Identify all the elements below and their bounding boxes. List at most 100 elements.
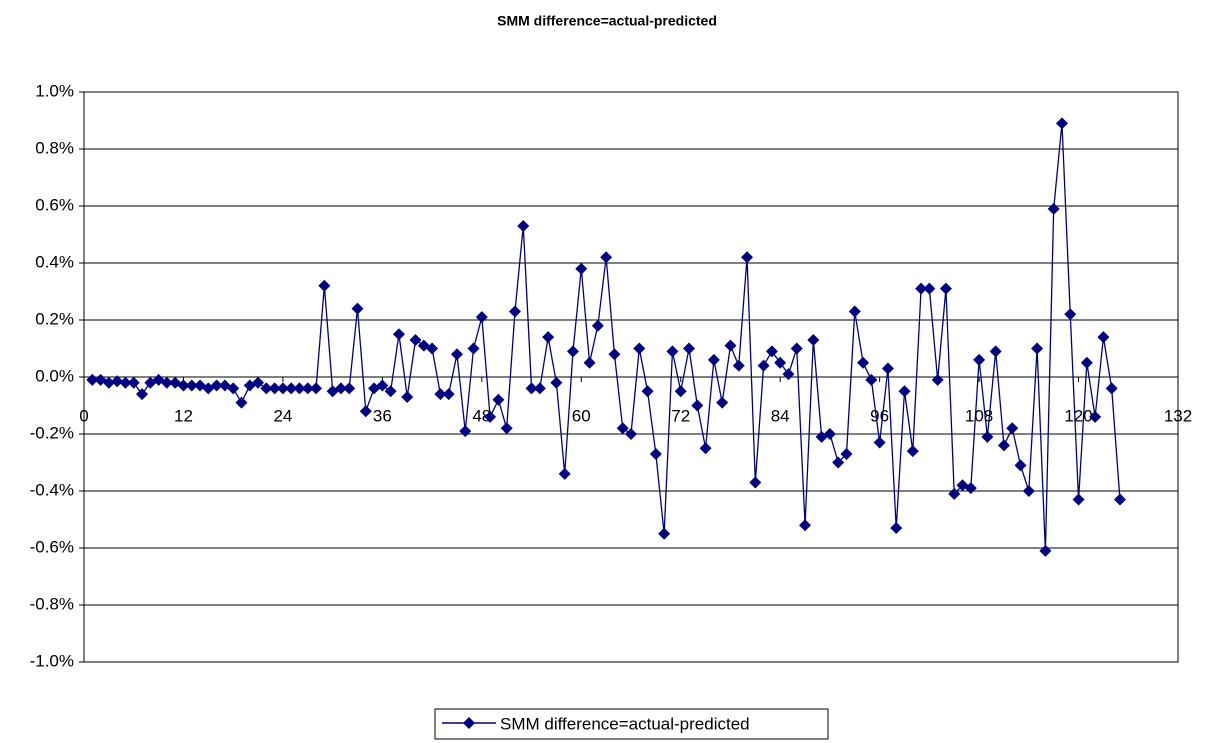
data-point — [898, 385, 911, 398]
x-tick-label: 84 — [771, 406, 790, 425]
data-point — [1022, 485, 1035, 497]
data-point — [285, 382, 298, 395]
legend-marker — [463, 717, 475, 729]
y-tick-label: 0.4% — [35, 252, 74, 271]
data-point — [633, 342, 646, 355]
data-point — [973, 353, 986, 366]
data-point — [533, 382, 546, 395]
x-tick-label: 132 — [1164, 406, 1192, 425]
y-tick-label: -0.8% — [30, 594, 74, 613]
data-point — [376, 379, 389, 392]
data-point — [442, 388, 455, 401]
data-point — [1039, 544, 1052, 557]
x-tick-label: 0 — [79, 406, 88, 425]
data-point — [600, 251, 613, 264]
data-point — [102, 376, 115, 389]
data-point — [359, 405, 372, 418]
data-point — [334, 382, 347, 395]
legend-label: SMM difference=actual-predicted — [500, 714, 750, 733]
data-point — [500, 422, 513, 435]
data-point — [823, 428, 836, 440]
data-point — [749, 476, 762, 489]
data-point — [492, 393, 505, 406]
data-point — [575, 262, 588, 275]
data-point — [890, 522, 903, 535]
data-point — [260, 382, 273, 395]
legend-box — [434, 708, 829, 740]
data-point — [683, 342, 696, 355]
data-point — [906, 445, 919, 458]
data-point — [484, 410, 497, 423]
data-point — [1014, 459, 1027, 472]
y-tick-label: 0.2% — [35, 309, 74, 328]
data-point — [923, 282, 936, 295]
data-point — [86, 373, 99, 386]
data-point — [964, 482, 977, 495]
y-tick-label: -0.2% — [30, 423, 74, 442]
data-point — [857, 356, 870, 369]
data-point — [1080, 356, 1093, 369]
data-point — [508, 305, 521, 318]
data-point — [625, 428, 637, 440]
data-point — [807, 333, 820, 346]
x-tick-label: 24 — [273, 406, 292, 425]
data-point — [840, 447, 853, 460]
data-point — [268, 382, 281, 395]
y-tick-label: 0.8% — [35, 138, 74, 157]
data-point — [989, 345, 1002, 358]
data-point — [525, 382, 538, 395]
data-point — [310, 382, 323, 395]
data-point — [832, 456, 845, 469]
data-point — [542, 331, 555, 344]
data-point — [252, 376, 265, 389]
data-point — [210, 379, 223, 392]
y-tick-label: -1.0% — [30, 651, 74, 670]
data-point — [127, 376, 140, 389]
data-point — [450, 348, 463, 361]
data-point — [649, 447, 662, 460]
y-tick-label: -0.4% — [30, 480, 74, 499]
data-point — [566, 345, 579, 358]
data-point — [434, 388, 447, 401]
data-point — [981, 430, 994, 443]
data-point — [873, 436, 886, 449]
data-point — [235, 396, 248, 409]
data-point — [1113, 493, 1126, 506]
chart-title: SMM difference=actual-predicted — [497, 13, 717, 29]
data-point — [351, 302, 364, 315]
data-point — [517, 219, 530, 232]
data-point — [1064, 308, 1077, 321]
data-point — [1031, 342, 1044, 355]
data-point — [1055, 117, 1068, 130]
data-point — [716, 396, 729, 409]
data-point — [641, 385, 654, 398]
x-tick-label: 12 — [174, 406, 193, 425]
data-point — [558, 467, 571, 480]
data-point — [790, 342, 803, 355]
data-point — [774, 356, 787, 369]
y-tick-label: 1.0% — [35, 81, 74, 100]
data-point — [948, 487, 961, 500]
data-point — [865, 373, 878, 386]
data-point — [724, 339, 737, 352]
data-point — [550, 376, 563, 389]
data-point — [931, 373, 944, 386]
x-tick-label: 48 — [472, 406, 491, 425]
data-point — [301, 382, 314, 395]
y-tick-label: 0.0% — [35, 366, 74, 385]
data-point — [881, 362, 894, 375]
data-point — [765, 345, 778, 358]
data-point — [426, 342, 439, 355]
x-tick-label: 96 — [870, 406, 889, 425]
data-point — [227, 382, 240, 395]
data-point — [699, 442, 712, 455]
x-tick-label: 36 — [373, 406, 392, 425]
data-point — [608, 348, 621, 361]
data-point — [616, 422, 629, 435]
data-point — [160, 376, 173, 389]
data-point — [915, 282, 928, 295]
y-tick-label: 0.6% — [35, 195, 74, 214]
data-point — [1089, 410, 1102, 423]
x-tick-label: 72 — [671, 406, 690, 425]
